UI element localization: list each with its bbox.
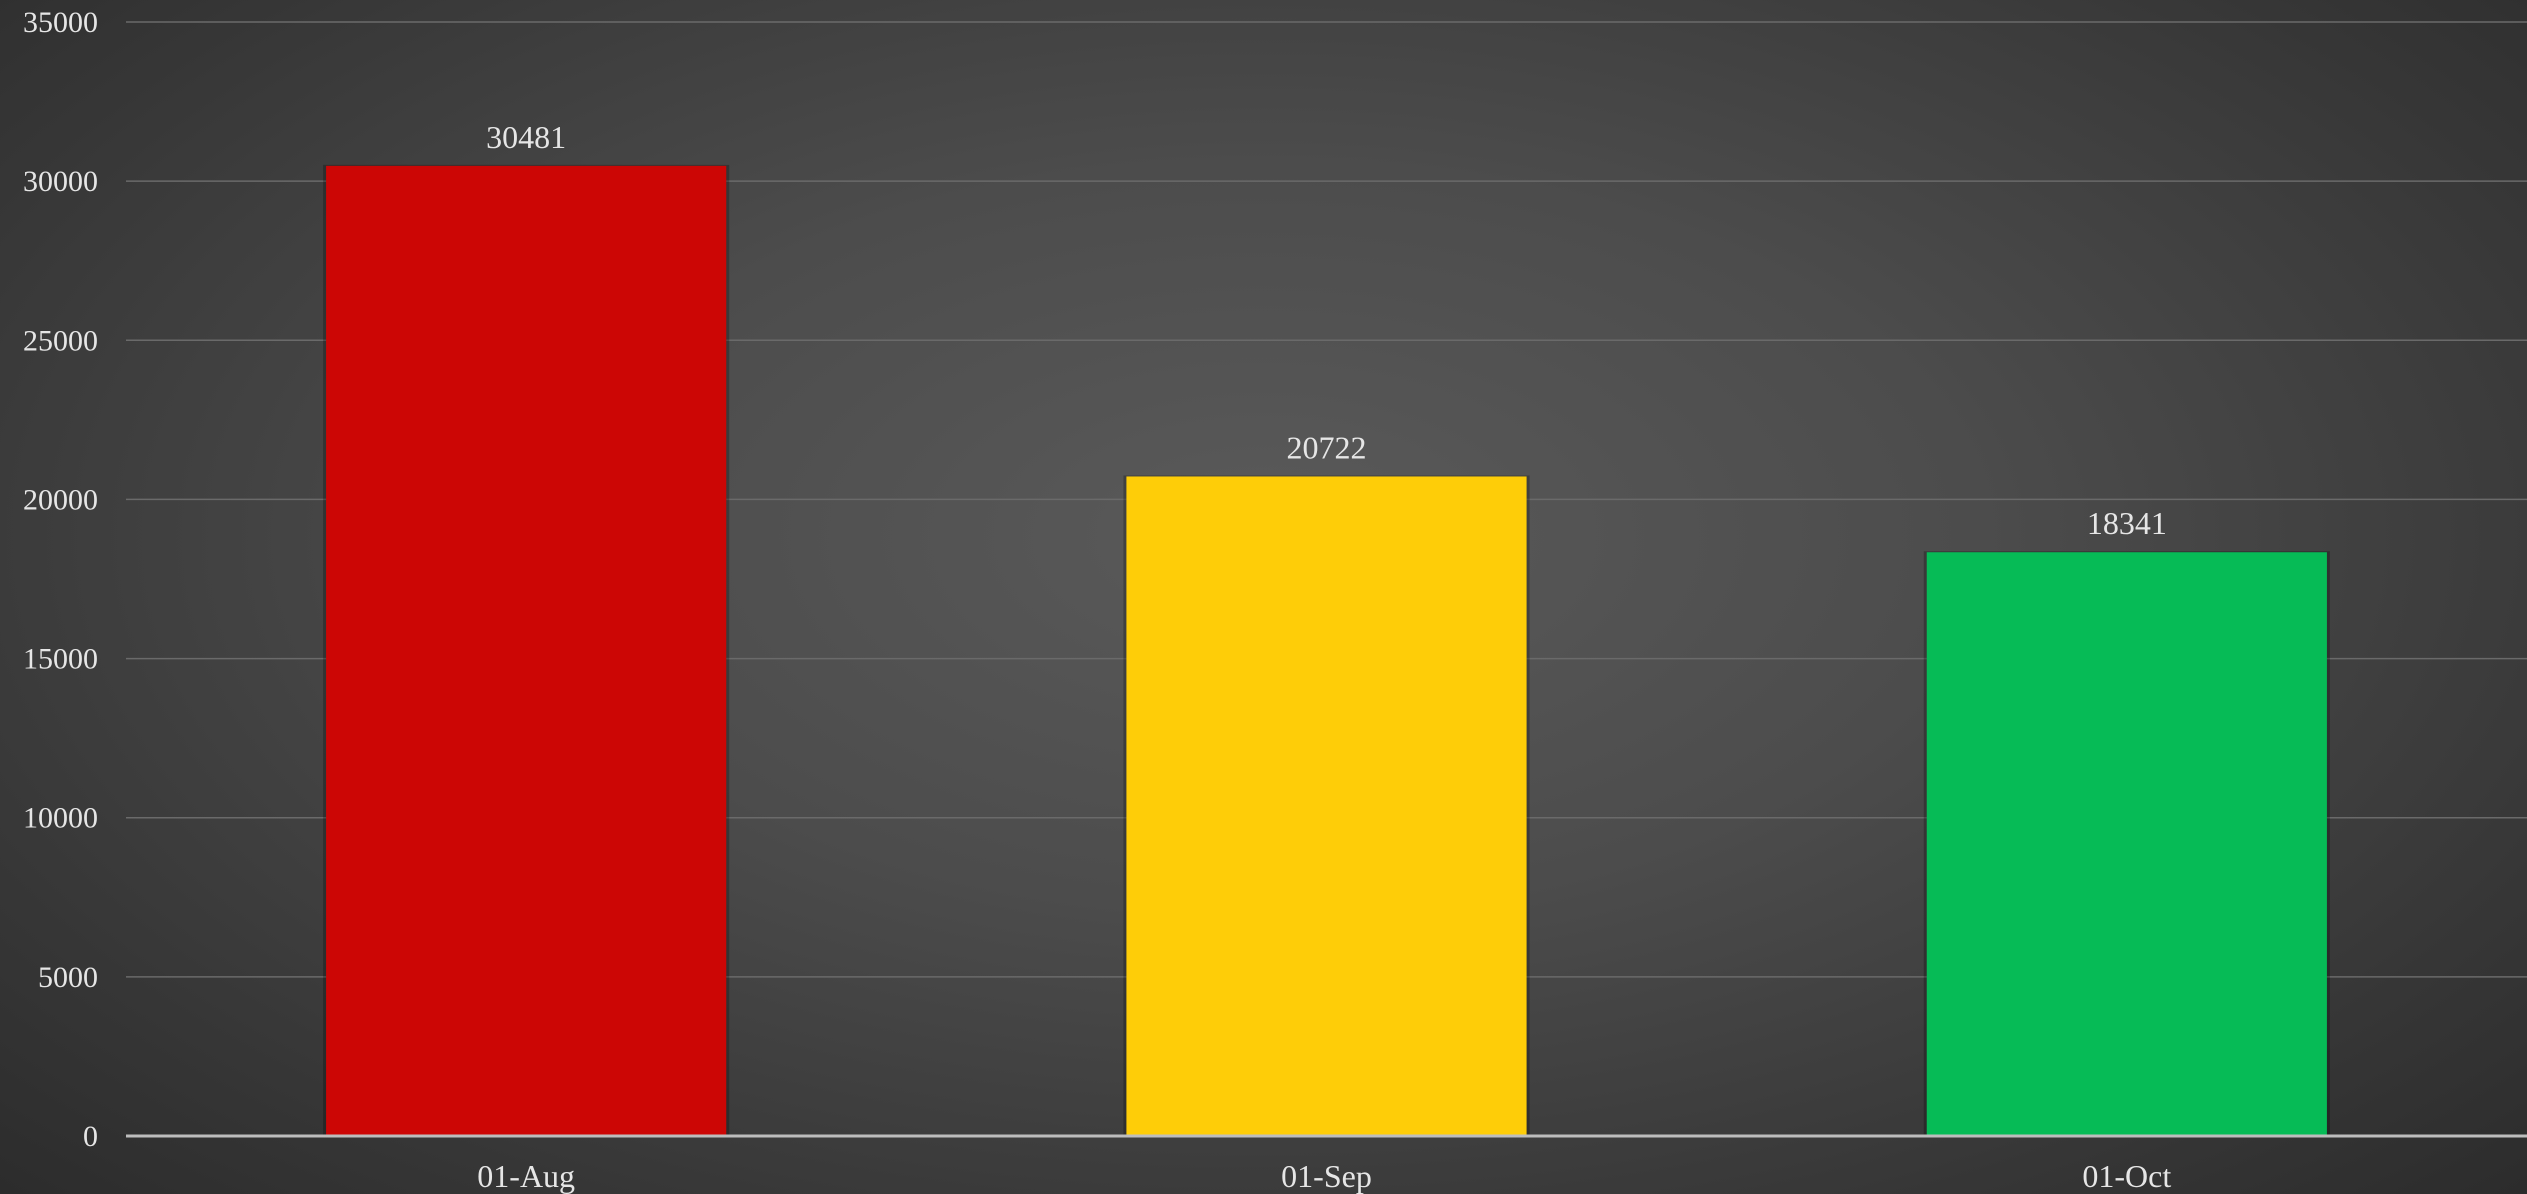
x-category-label: 01-Sep — [1281, 1158, 1372, 1194]
y-tick-label: 20000 — [23, 483, 98, 516]
bar — [326, 165, 727, 1136]
data-label: 30481 — [486, 119, 566, 155]
y-tick-label: 15000 — [23, 643, 98, 676]
bars — [323, 164, 2330, 1136]
x-category-label: 01-Aug — [477, 1158, 575, 1194]
y-axis-tick-labels: 0 5000 10000 15000 20000 25000 30000 35000 — [23, 6, 98, 1153]
y-tick-label: 5000 — [38, 961, 98, 994]
data-label: 20722 — [1287, 429, 1367, 465]
data-label: 18341 — [2087, 505, 2167, 541]
y-tick-label: 25000 — [23, 324, 98, 357]
y-tick-label: 0 — [83, 1120, 98, 1153]
bar — [1926, 552, 2327, 1136]
data-labels: 30481 20722 18341 — [486, 119, 2167, 541]
x-category-label: 01-Oct — [2082, 1158, 2171, 1194]
y-tick-label: 10000 — [23, 802, 98, 835]
y-tick-label: 30000 — [23, 165, 98, 198]
x-axis-category-labels: 01-Aug 01-Sep 01-Oct — [477, 1158, 2171, 1194]
y-tick-label: 35000 — [23, 6, 98, 39]
bar — [1126, 476, 1527, 1136]
